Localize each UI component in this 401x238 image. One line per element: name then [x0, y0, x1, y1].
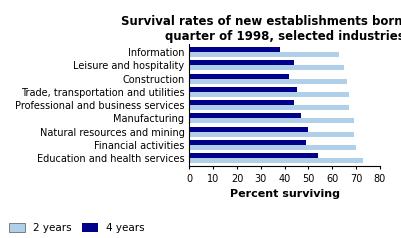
Bar	[189, 47, 280, 52]
Bar	[189, 113, 301, 118]
Legend: 2 years, 4 years: 2 years, 4 years	[9, 223, 145, 233]
Bar	[189, 65, 344, 70]
Bar	[189, 52, 339, 57]
Bar	[189, 100, 294, 105]
Bar	[189, 145, 356, 150]
Bar	[189, 74, 290, 79]
Bar	[189, 158, 363, 163]
Bar	[189, 132, 354, 137]
Title: Survival rates of new establishments born in 2nd
quarter of 1998, selected indus: Survival rates of new establishments bor…	[121, 15, 401, 43]
Bar	[189, 118, 354, 123]
Bar	[189, 92, 349, 97]
Bar	[189, 79, 346, 84]
Bar	[189, 60, 294, 65]
Bar	[189, 127, 308, 132]
Bar	[189, 153, 318, 158]
Bar	[189, 105, 349, 110]
Bar	[189, 140, 306, 145]
Bar	[189, 87, 296, 92]
X-axis label: Percent surviving: Percent surviving	[230, 189, 340, 199]
